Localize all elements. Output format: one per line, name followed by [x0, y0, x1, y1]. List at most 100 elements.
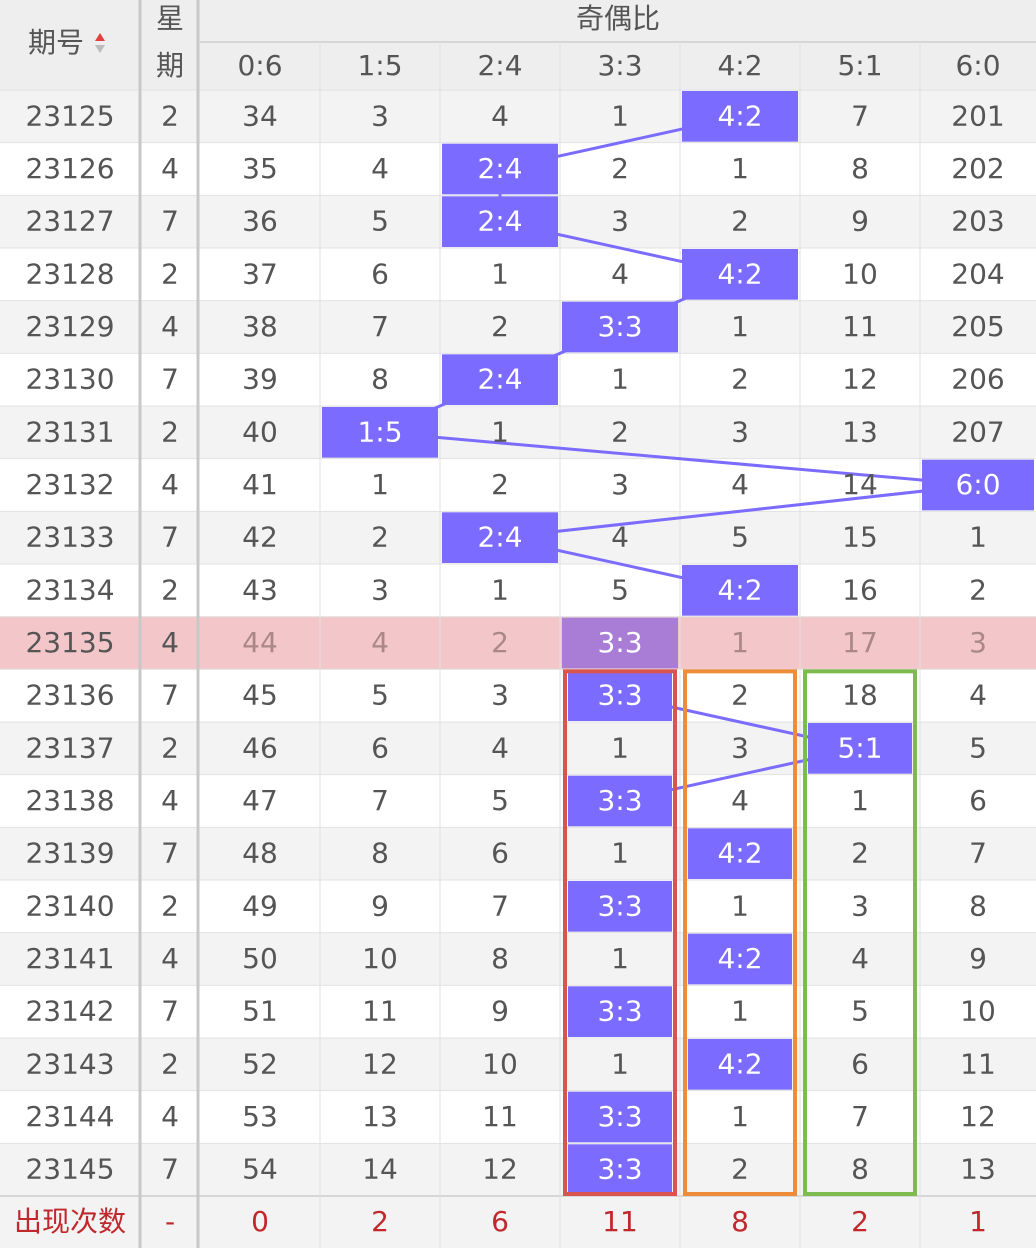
value-cell: 10 — [960, 995, 996, 1028]
value-cell: 18 — [842, 679, 878, 712]
period-cell: 23130 — [25, 363, 114, 396]
row-bg — [0, 985, 1036, 1038]
value-cell: 10 — [362, 942, 398, 975]
hit-cell — [442, 512, 558, 563]
period-header[interactable]: 期号 — [28, 26, 84, 59]
value-cell: 4:2 — [717, 99, 762, 132]
value-cell: 40 — [242, 415, 278, 448]
value-cell: 36 — [242, 205, 278, 238]
period-cell: 23133 — [25, 521, 114, 554]
value-cell: 6 — [491, 837, 509, 870]
weekday-cell: 7 — [161, 1153, 179, 1186]
hit-cell — [562, 617, 678, 669]
value-cell: 46 — [242, 731, 278, 764]
value-cell: 3:3 — [597, 784, 642, 817]
period-cell: 23145 — [25, 1153, 114, 1186]
row-bg — [0, 616, 1036, 670]
weekday-cell: 2 — [161, 415, 179, 448]
value-cell: 17 — [842, 626, 878, 659]
value-cell: 3:3 — [597, 310, 642, 343]
highlight-box — [803, 669, 917, 1196]
value-cell: 3 — [611, 468, 629, 501]
value-cell: 11 — [362, 995, 398, 1028]
weekday-cell: 4 — [161, 942, 179, 975]
value-cell: 9 — [969, 942, 987, 975]
value-cell: 1 — [731, 152, 749, 185]
period-cell: 23134 — [25, 573, 114, 606]
value-cell: 52 — [242, 1047, 278, 1080]
value-cell: 53 — [242, 1100, 278, 1133]
value-cell: 5 — [371, 205, 389, 238]
value-cell: 201 — [951, 99, 1004, 132]
value-cell: 4 — [731, 468, 749, 501]
value-cell: 3:3 — [597, 1153, 642, 1186]
value-cell: 2 — [371, 521, 389, 554]
value-cell: 4:2 — [717, 573, 762, 606]
value-cell: 13 — [362, 1100, 398, 1133]
footer-cell: - — [165, 1205, 175, 1238]
value-cell: 6 — [969, 784, 987, 817]
period-cell: 23140 — [25, 889, 114, 922]
weekday-cell: 4 — [161, 310, 179, 343]
value-cell: 1 — [969, 521, 987, 554]
value-cell: 1:5 — [357, 415, 402, 448]
value-cell: 1 — [731, 626, 749, 659]
value-cell: 3 — [969, 626, 987, 659]
value-cell: 6 — [851, 1047, 869, 1080]
hit-cell — [922, 459, 1034, 511]
footer-cell: 6 — [491, 1205, 509, 1238]
value-cell: 37 — [242, 257, 278, 290]
weekday-cell: 7 — [161, 363, 179, 396]
value-cell: 1 — [491, 257, 509, 290]
weekday-cell: 4 — [161, 1100, 179, 1133]
value-cell: 3 — [611, 205, 629, 238]
hit-cell — [442, 354, 558, 405]
value-cell: 3 — [731, 731, 749, 764]
hit-cell — [562, 301, 678, 353]
value-cell: 5 — [611, 573, 629, 606]
value-cell: 2:4 — [477, 521, 522, 554]
value-cell: 5:1 — [837, 731, 882, 764]
period-cell: 23139 — [25, 837, 114, 870]
weekday-cell: 4 — [161, 152, 179, 185]
period-cell: 23128 — [25, 257, 114, 290]
value-cell: 39 — [242, 363, 278, 396]
hit-cell — [568, 670, 672, 721]
row-bg — [0, 90, 1036, 143]
hit-cell — [682, 565, 798, 616]
value-cell: 8 — [851, 1153, 869, 1186]
value-cell: 12 — [482, 1153, 518, 1186]
row-bg — [0, 248, 1036, 301]
value-cell: 11 — [960, 1047, 996, 1080]
period-cell: 23143 — [25, 1047, 114, 1080]
highlight-box — [683, 669, 797, 1196]
value-cell: 7 — [371, 784, 389, 817]
value-cell: 1 — [731, 310, 749, 343]
value-cell: 6:0 — [955, 468, 1000, 501]
sort-up[interactable] — [95, 33, 105, 41]
value-cell: 42 — [242, 521, 278, 554]
value-cell: 4 — [371, 152, 389, 185]
value-cell: 6 — [371, 257, 389, 290]
column-header: 5:1 — [837, 49, 882, 82]
value-cell: 5 — [731, 521, 749, 554]
value-cell: 2 — [731, 1153, 749, 1186]
value-cell: 204 — [951, 257, 1004, 290]
value-cell: 15 — [842, 521, 878, 554]
value-cell: 7 — [969, 837, 987, 870]
highlight-box — [563, 669, 677, 1196]
value-cell: 3:3 — [597, 1100, 642, 1133]
column-header: 2:4 — [477, 49, 522, 82]
weekday-cell: 4 — [161, 784, 179, 817]
weekday-cell: 2 — [161, 257, 179, 290]
value-cell: 4 — [851, 942, 869, 975]
weekday-cell: 7 — [161, 837, 179, 870]
trend-link — [499, 483, 979, 540]
weekday-cell: 2 — [161, 889, 179, 922]
row-bg — [0, 1038, 1036, 1091]
weekday-cell: 7 — [161, 995, 179, 1028]
value-cell: 3 — [371, 99, 389, 132]
value-cell: 4:2 — [717, 1047, 762, 1080]
value-cell: 45 — [242, 679, 278, 712]
value-cell: 47 — [242, 784, 278, 817]
